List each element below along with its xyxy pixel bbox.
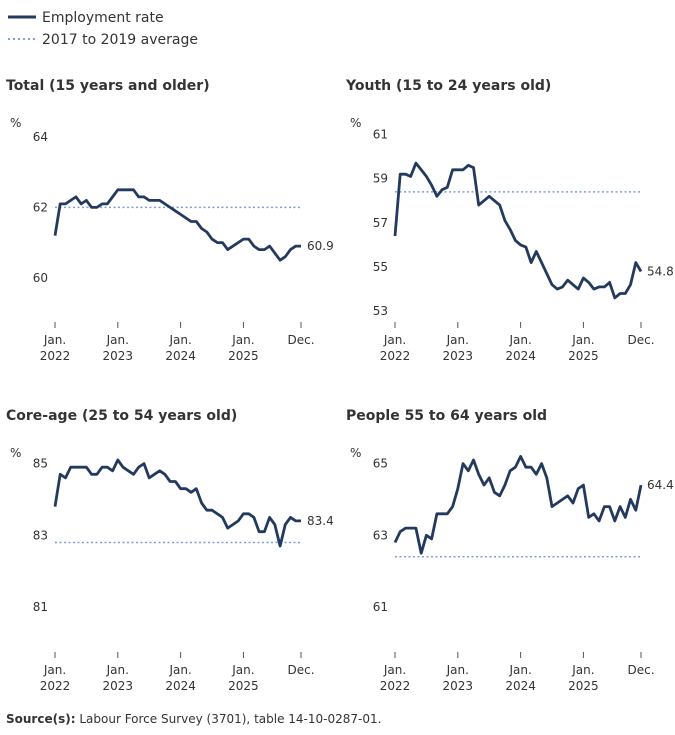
y-tick-label: 64 (33, 130, 48, 144)
x-tick-label-part: Jan. (106, 663, 129, 677)
y-tick-label: 62 (33, 200, 48, 214)
x-tick-label: Jan. 2024 (165, 333, 196, 363)
x-tick-label-part: Jan. (43, 333, 66, 347)
legend-label: 2017 to 2019 average (42, 32, 198, 48)
x-tick-label-part: Jan. (571, 333, 594, 347)
employment-line (393, 161, 643, 300)
y-tick-label: 85 (33, 457, 48, 471)
employment-line (53, 188, 301, 262)
x-tick-label-part: 2024 (165, 349, 196, 363)
x-tick-label: Dec. (287, 333, 314, 347)
x-tick-label-part: 2022 (40, 679, 71, 693)
x-tick-label-part: 2023 (103, 679, 134, 693)
x-tick-label: Jan. 2022 (40, 333, 71, 363)
x-tick-label: Dec. (627, 333, 654, 347)
x-tick-label: Jan. 2024 (505, 663, 536, 693)
x-tick-label: Dec. (627, 663, 654, 677)
legend-label: Employment rate (42, 10, 164, 26)
x-tick-label-part: Jan. (508, 333, 531, 347)
x-tick-label: Jan. 2025 (228, 333, 259, 363)
x-tick-label-part: Jan. (446, 333, 469, 347)
x-tick-label-part: 2023 (443, 349, 474, 363)
chart-title: People 55 to 64 years old (346, 408, 547, 424)
x-tick-label-part: Jan. (383, 663, 406, 677)
y-tick-label: 53 (373, 304, 388, 318)
x-tick-label: Jan. 2023 (443, 333, 474, 363)
x-tick-label-part: Jan. (383, 333, 406, 347)
x-tick-label-part: Dec. (627, 333, 654, 347)
x-tick-label: Dec. (287, 663, 314, 677)
x-tick-label-part: Jan. (231, 333, 254, 347)
y-tick-label: 83 (33, 528, 48, 542)
y-tick-label: 57 (373, 216, 388, 230)
x-tick-label-part: Jan. (168, 333, 191, 347)
x-tick-label-part: Jan. (168, 663, 191, 677)
x-tick-label-part: 2025 (228, 349, 259, 363)
x-tick-label-part: 2022 (380, 679, 411, 693)
y-axis-label: % (350, 116, 361, 130)
y-tick-label: 55 (373, 260, 388, 274)
chart-title: Core-age (25 to 54 years old) (6, 408, 237, 424)
x-tick-label: Jan. 2025 (228, 663, 259, 693)
x-tick-label-part: 2025 (228, 679, 259, 693)
x-tick-label: Jan. 2023 (103, 663, 134, 693)
y-axis-label: % (10, 116, 21, 130)
y-tick-label: 61 (373, 127, 388, 141)
y-tick-label: 61 (373, 600, 388, 614)
x-tick-label-part: Jan. (43, 663, 66, 677)
x-tick-label-part: Jan. (508, 663, 531, 677)
x-tick-label-part: Jan. (446, 663, 469, 677)
x-tick-label: Jan. 2022 (40, 663, 71, 693)
x-tick-label-part: Dec. (627, 663, 654, 677)
employment-line (393, 455, 643, 555)
end-label: 60.9 (307, 239, 334, 253)
y-tick-label: 60 (33, 271, 48, 285)
x-tick-label-part: Dec. (287, 663, 314, 677)
x-tick-label-part: Dec. (287, 333, 314, 347)
end-label: 83.4 (307, 514, 334, 528)
y-tick-label: 59 (373, 172, 388, 186)
x-tick-label: Jan. 2022 (380, 663, 411, 693)
x-tick-label: Jan. 2022 (380, 333, 411, 363)
source: Source(s): Labour Force Survey (3701), t… (6, 712, 381, 726)
source-text: Labour Force Survey (3701), table 14-10-… (79, 712, 381, 726)
end-label: 54.8 (647, 264, 674, 278)
x-tick-label: Jan. 2024 (505, 333, 536, 363)
x-tick-label-part: 2025 (568, 349, 599, 363)
x-tick-label-part: Jan. (571, 663, 594, 677)
y-tick-label: 65 (373, 457, 388, 471)
x-tick-label: Jan. 2025 (568, 333, 599, 363)
y-tick-label: 81 (33, 600, 48, 614)
source-label: Source(s): (6, 712, 76, 726)
x-tick-label-part: 2022 (40, 349, 71, 363)
x-tick-label-part: 2024 (505, 349, 536, 363)
y-tick-label: 63 (373, 528, 388, 542)
x-tick-label-part: 2024 (505, 679, 536, 693)
chart-title: Youth (15 to 24 years old) (345, 78, 551, 94)
x-tick-label-part: 2025 (568, 679, 599, 693)
employment-line (53, 458, 301, 548)
x-tick-label: Jan. 2023 (443, 663, 474, 693)
x-tick-label-part: 2023 (103, 349, 134, 363)
x-tick-label: Jan. 2024 (165, 663, 196, 693)
x-tick-label-part: 2023 (443, 679, 474, 693)
end-label: 64.4 (647, 478, 674, 492)
x-tick-label: Jan. 2025 (568, 663, 599, 693)
x-tick-label-part: Jan. (106, 333, 129, 347)
y-axis-label: % (10, 446, 21, 460)
x-tick-label: Jan. 2023 (103, 333, 134, 363)
chart-title: Total (15 years and older) (6, 78, 210, 94)
x-tick-label-part: 2022 (380, 349, 411, 363)
x-tick-label-part: Jan. (231, 663, 254, 677)
x-tick-label-part: 2024 (165, 679, 196, 693)
y-axis-label: % (350, 446, 361, 460)
